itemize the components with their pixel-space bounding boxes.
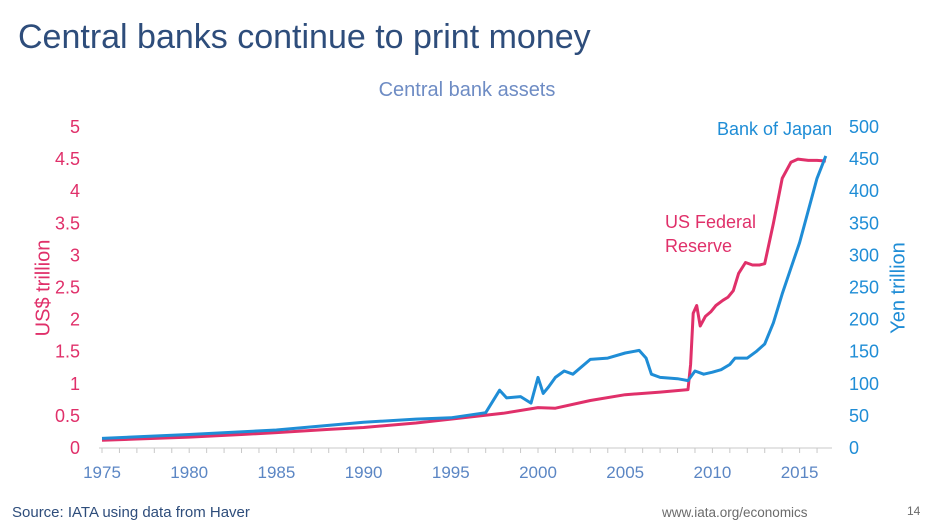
left-y-tick-label: 2.5 bbox=[55, 278, 80, 298]
right-y-tick-label: 100 bbox=[849, 374, 879, 394]
chart-title: Central bank assets bbox=[378, 79, 556, 101]
x-tick-label: 2000 bbox=[519, 463, 557, 482]
left-y-tick-label: 3.5 bbox=[55, 213, 80, 233]
left-y-tick-label: 0.5 bbox=[55, 406, 80, 426]
right-y-tick-label: 250 bbox=[849, 278, 879, 298]
x-tick-labels: 1975 1980 1985 1990 1995 2000 2005 2010 2015 bbox=[83, 463, 818, 482]
right-y-axis-title: Yen trillion bbox=[887, 242, 909, 334]
series-label-us-federal-reserve-line2: Reserve bbox=[665, 236, 732, 256]
x-tick-label: 1985 bbox=[257, 463, 295, 482]
series-label-us-federal-reserve-line1: US Federal bbox=[665, 212, 756, 232]
left-y-tick-label: 5 bbox=[70, 117, 80, 137]
right-y-tick-label: 350 bbox=[849, 213, 879, 233]
x-tick-label: 1995 bbox=[432, 463, 470, 482]
x-axis-minor-ticks bbox=[101, 448, 818, 453]
right-y-tick-label: 0 bbox=[849, 438, 859, 458]
left-y-tick-label: 4 bbox=[70, 181, 80, 201]
x-tick-label: 2010 bbox=[693, 463, 731, 482]
right-y-tick-label: 450 bbox=[849, 149, 879, 169]
left-y-tick-label: 3 bbox=[70, 245, 80, 265]
right-y-tick-label: 500 bbox=[849, 117, 879, 137]
right-y-tick-label: 200 bbox=[849, 310, 879, 330]
left-y-tick-label: 1 bbox=[70, 374, 80, 394]
page-title: Central banks continue to print money bbox=[18, 18, 591, 56]
right-y-tick-label: 50 bbox=[849, 406, 869, 426]
right-y-tick-labels: 0 50 100 150 200 250 300 350 400 450 500 bbox=[849, 117, 879, 458]
x-tick-label: 2015 bbox=[781, 463, 819, 482]
series-label-bank-of-japan: Bank of Japan bbox=[717, 119, 832, 139]
x-tick-label: 1990 bbox=[345, 463, 383, 482]
left-y-axis-title: US$ trillion bbox=[32, 240, 54, 337]
series-line-us-federal-reserve bbox=[101, 157, 826, 442]
series-line-bank-of-japan bbox=[101, 155, 828, 440]
right-y-tick-label: 300 bbox=[849, 245, 879, 265]
x-tick-label: 2005 bbox=[606, 463, 644, 482]
left-y-tick-labels: 0 0.5 1 1.5 2 2.5 3 3.5 4 4.5 5 bbox=[55, 117, 80, 458]
left-y-tick-label: 1.5 bbox=[55, 342, 80, 362]
left-y-tick-label: 4.5 bbox=[55, 149, 80, 169]
left-y-tick-label: 2 bbox=[70, 310, 80, 330]
source-note: Source: IATA using data from Haver bbox=[12, 504, 250, 521]
right-y-tick-label: 150 bbox=[849, 342, 879, 362]
x-tick-label: 1975 bbox=[83, 463, 121, 482]
footer-url: www.iata.org/economics bbox=[662, 505, 808, 520]
left-y-tick-label: 0 bbox=[70, 438, 80, 458]
x-tick-label: 1980 bbox=[170, 463, 208, 482]
page-number: 14 bbox=[907, 504, 921, 518]
right-y-tick-label: 400 bbox=[849, 181, 879, 201]
